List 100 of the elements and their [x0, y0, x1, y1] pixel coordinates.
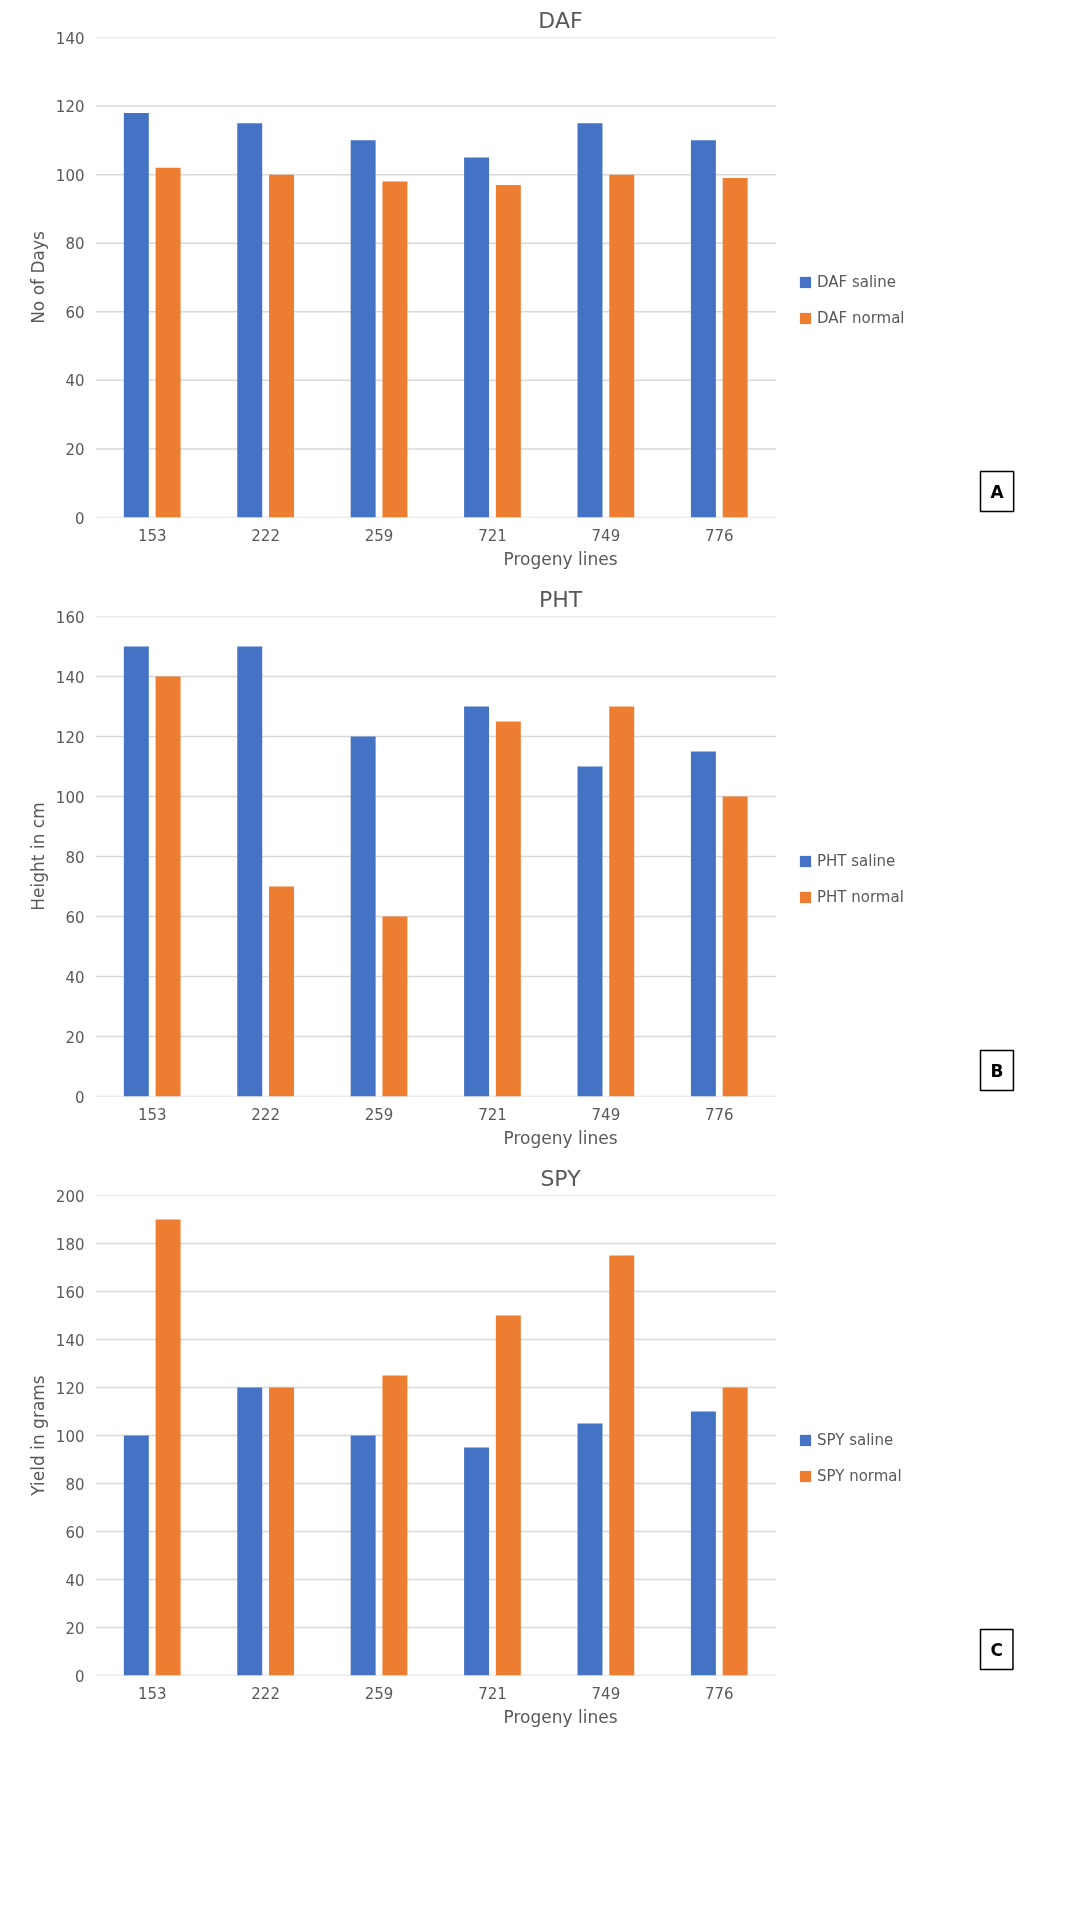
bar: [350, 736, 376, 1097]
y-tick-label: 60: [65, 303, 85, 322]
bar: [577, 123, 603, 518]
x-tick-label: 222: [251, 1684, 280, 1703]
x-tick-label: 776: [704, 1105, 734, 1124]
bar: [577, 766, 603, 1097]
y-tick-label: 20: [65, 440, 85, 459]
y-tick-label: 140: [55, 29, 85, 48]
bar: [464, 706, 490, 1097]
y-tick-label: 60: [65, 1523, 85, 1542]
x-tick-label: 749: [591, 1105, 621, 1124]
bar: [722, 1387, 748, 1676]
chart-title: PHT: [538, 586, 583, 612]
y-tick-label: 40: [65, 372, 85, 391]
x-axis-title: Progeny lines: [503, 548, 618, 569]
bar: [690, 751, 716, 1097]
bar: [464, 1447, 490, 1676]
chart-title: DAF: [538, 7, 583, 33]
bar: [123, 112, 149, 518]
x-tick-label: 721: [478, 1105, 507, 1124]
x-tick-label: 153: [137, 526, 167, 545]
x-tick-label: 721: [478, 1684, 507, 1703]
x-tick-label: 222: [251, 1105, 280, 1124]
y-tick-label: 80: [65, 235, 85, 254]
bar: [382, 1375, 408, 1676]
legend-label: DAF saline: [817, 273, 897, 291]
legend-label: PHT saline: [817, 852, 896, 870]
bar: [495, 184, 521, 518]
y-tick-label: 100: [55, 788, 85, 807]
bar: [690, 140, 716, 518]
chart-title: SPY: [540, 1165, 582, 1191]
x-axis-title: Progeny lines: [503, 1706, 618, 1727]
text: B: [990, 1060, 1004, 1081]
legend-label: SPY normal: [817, 1467, 902, 1485]
y-tick-label: 20: [65, 1619, 85, 1638]
x-tick-label: 259: [364, 526, 394, 545]
bar: [155, 676, 181, 1097]
x-tick-label: 153: [137, 1684, 167, 1703]
y-axis-title: Yield in grams: [27, 1375, 48, 1497]
bar: [609, 1255, 635, 1676]
y-tick-label: 80: [65, 848, 85, 867]
legend-label: SPY saline: [817, 1431, 894, 1449]
y-tick-label: 100: [55, 1427, 85, 1446]
bar: [577, 1423, 603, 1676]
bar: [722, 796, 748, 1097]
bar: [123, 646, 149, 1097]
y-tick-label: 0: [74, 1667, 85, 1686]
y-tick-label: 80: [65, 1475, 85, 1494]
bar: [269, 1387, 294, 1676]
bar: [609, 174, 635, 518]
x-axis-title: Progeny lines: [503, 1127, 618, 1148]
y-tick-label: 120: [55, 728, 85, 747]
bar: [269, 174, 294, 518]
y-tick-label: 0: [74, 1088, 85, 1107]
bar: [495, 1315, 521, 1676]
bar: [237, 646, 263, 1097]
x-tick-label: 749: [591, 1684, 621, 1703]
bar: [690, 1411, 716, 1676]
x-tick-label: 776: [704, 526, 734, 545]
y-tick-label: 40: [65, 968, 85, 987]
bar: [155, 1219, 181, 1676]
x-tick-label: 222: [251, 526, 280, 545]
y-tick-label: 60: [65, 908, 85, 927]
bar: [269, 886, 294, 1097]
text: C: [990, 1639, 1003, 1660]
bar: [155, 167, 181, 518]
text: A: [990, 481, 1005, 502]
bar: [382, 181, 408, 518]
y-tick-label: 160: [55, 1283, 85, 1302]
bar: [722, 178, 748, 518]
x-tick-label: 153: [137, 1105, 167, 1124]
y-tick-label: 40: [65, 1571, 85, 1590]
bar: [123, 1435, 149, 1676]
x-tick-label: 721: [478, 526, 507, 545]
y-axis-title: No of Days: [27, 230, 48, 324]
y-tick-label: 100: [55, 166, 85, 185]
legend-label: PHT normal: [817, 888, 904, 906]
y-tick-label: 120: [55, 98, 85, 117]
y-tick-label: 120: [55, 1379, 85, 1398]
y-tick-label: 20: [65, 1028, 85, 1047]
x-tick-label: 259: [364, 1105, 394, 1124]
bar: [350, 140, 376, 518]
y-tick-label: 160: [55, 608, 85, 627]
bar: [237, 123, 263, 518]
bar: [350, 1435, 376, 1676]
x-tick-label: 776: [704, 1684, 734, 1703]
y-tick-label: 0: [74, 509, 85, 528]
x-tick-label: 749: [591, 526, 621, 545]
bar: [609, 706, 635, 1097]
y-tick-label: 140: [55, 1331, 85, 1350]
bar: [237, 1387, 263, 1676]
y-tick-label: 200: [55, 1187, 85, 1206]
bar: [382, 916, 408, 1097]
y-tick-label: 180: [55, 1235, 85, 1254]
y-axis-title: Height in cm: [27, 802, 48, 911]
legend-label: DAF normal: [817, 309, 905, 327]
bar: [464, 157, 490, 518]
y-tick-label: 140: [55, 668, 85, 687]
bar: [495, 721, 521, 1097]
x-tick-label: 259: [364, 1684, 394, 1703]
